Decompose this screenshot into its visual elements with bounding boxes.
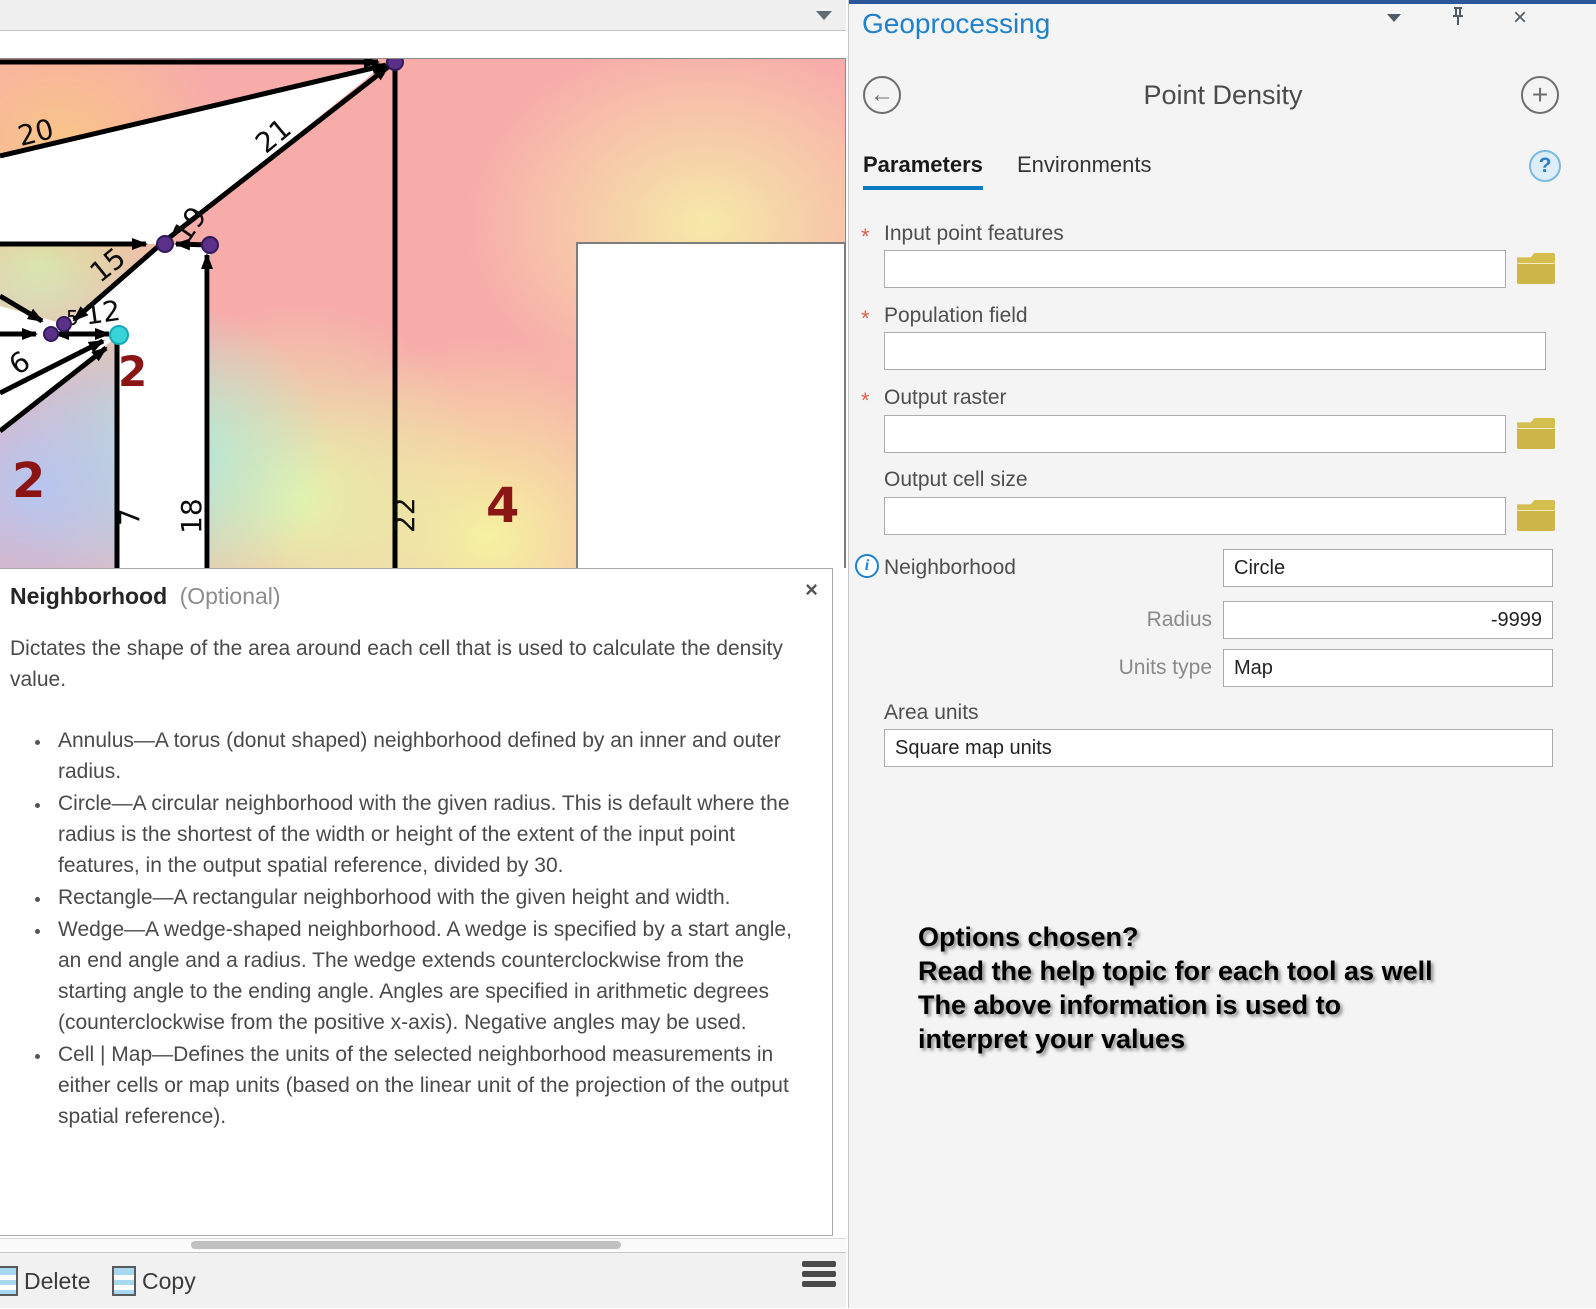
delete-row-icon (0, 1266, 18, 1296)
raster-extent-hole (576, 242, 846, 569)
tool-title: Point Density (1143, 80, 1303, 110)
copy-row-icon (112, 1266, 136, 1296)
population-field-combo[interactable] (884, 332, 1546, 370)
flow-line-21 (159, 65, 390, 246)
flow-line-6b (0, 346, 108, 433)
required-asterisk-icon: * (861, 306, 870, 331)
popup-title-optional: (Optional) (179, 583, 281, 609)
output-raster-input[interactable] (884, 415, 1506, 453)
add-to-model-button[interactable]: + (1521, 76, 1559, 114)
selected-vertex-point (109, 325, 129, 345)
vertex-point (156, 235, 174, 253)
popup-title-row: Neighborhood (Optional) (10, 583, 816, 610)
vertex-points (43, 59, 404, 345)
flow-line-20 (0, 62, 388, 159)
vertex-point (43, 326, 59, 342)
flow-line-upper-left (0, 293, 44, 324)
attributes-footer-bar: Delete Copy (0, 1252, 846, 1308)
info-icon[interactable]: i (855, 554, 879, 578)
copy-button[interactable]: Copy (112, 1253, 196, 1309)
density-value-label: 2 (12, 453, 45, 509)
density-value-label: 2 (118, 347, 147, 396)
neighborhood-options-list: Annulus—A torus (donut shaped) neighborh… (52, 725, 800, 1133)
annotation-note-line: The above information is used to (918, 990, 1342, 1020)
vertex-point (56, 316, 72, 332)
back-button[interactable]: ← (863, 76, 901, 114)
neighborhood-combo[interactable]: Circle (1223, 549, 1553, 587)
map-toolbar (0, 0, 846, 31)
area-units-label: Area units (884, 701, 979, 724)
browse-folder-icon[interactable] (1517, 253, 1555, 284)
close-icon[interactable]: × (1513, 4, 1528, 31)
horizontal-scrollbar[interactable] (0, 1238, 846, 1250)
annotation-note-line: Options chosen? (918, 922, 1139, 952)
vertex-point (386, 59, 404, 71)
browse-folder-icon[interactable] (1517, 500, 1555, 531)
line-label: 12 (83, 294, 123, 332)
required-asterisk-icon: * (861, 388, 870, 413)
neighborhood-label: Neighborhood (884, 556, 1016, 579)
tab-parameters[interactable]: Parameters (863, 152, 983, 190)
neighborhood-option-bullet: Wedge—A wedge-shaped neighborhood. A wed… (52, 914, 800, 1038)
output-raster-label: Output raster (884, 386, 1007, 409)
neighborhood-option-bullet: Annulus—A torus (donut shaped) neighborh… (52, 725, 800, 787)
delete-button-label: Delete (24, 1267, 91, 1294)
tab-environments[interactable]: Environments (1017, 152, 1152, 177)
map-view: 20 21 19 15 12 5 6 7 18 22 2 2 4 (0, 0, 846, 1308)
white-band-region (64, 244, 210, 569)
delete-button[interactable]: Delete (0, 1253, 90, 1309)
parameter-help-popup: Neighborhood (Optional) × Dictates the s… (0, 568, 833, 1236)
panel-caret-icon[interactable] (1387, 14, 1401, 22)
help-icon[interactable]: ? (1529, 150, 1561, 182)
popup-title: Neighborhood (10, 583, 168, 609)
flow-line-15 (72, 242, 163, 322)
density-value-label: 4 (486, 478, 519, 534)
input-point-features-label: Input point features (884, 222, 1064, 245)
popup-description: Dictates the shape of the area around ea… (10, 637, 783, 691)
vertex-point (201, 236, 219, 254)
input-point-features-combo[interactable] (884, 250, 1506, 288)
required-asterisk-icon: * (861, 224, 870, 249)
annotation-note-line: interpret your values (918, 1024, 1186, 1054)
flow-lines (0, 59, 398, 569)
browse-folder-icon[interactable] (1517, 418, 1555, 449)
density-raster-canvas[interactable]: 20 21 19 15 12 5 6 7 18 22 2 2 4 (0, 58, 846, 569)
panel-title: Geoprocessing (862, 8, 1051, 39)
scrollbar-thumb[interactable] (191, 1241, 621, 1249)
output-cell-size-input[interactable] (884, 497, 1506, 535)
map-margin (0, 32, 846, 58)
units-type-combo[interactable]: Map (1223, 649, 1553, 687)
annotation-note-line: Read the help topic for each tool as wel… (918, 956, 1433, 986)
area-units-combo[interactable]: Square map units (884, 729, 1553, 767)
line-label: 22 (388, 497, 421, 533)
line-label: 18 (175, 498, 208, 534)
neighborhood-option-bullet: Rectangle—A rectangular neighborhood wit… (52, 882, 800, 913)
neighborhood-option-bullet: Circle—A circular neighborhood with the … (52, 788, 800, 881)
pin-icon[interactable] (1449, 6, 1467, 34)
map-vector-overlay: 20 21 19 15 12 5 6 7 18 22 2 2 4 (0, 59, 846, 569)
panel-accent-bar (849, 0, 1596, 4)
line-label: 7 (113, 508, 146, 526)
units-type-label: Units type (1118, 656, 1212, 679)
geoprocessing-panel: Geoprocessing × ← Point Density + Parame… (848, 0, 1596, 1308)
annotation-note: Options chosen? Read the help topic for … (918, 920, 1518, 1056)
flow-line-6 (0, 338, 105, 396)
white-wedge-region (0, 63, 386, 244)
radius-label: Radius (1146, 608, 1212, 631)
copy-button-label: Copy (142, 1267, 196, 1294)
population-field-label: Population field (884, 304, 1028, 327)
radius-input[interactable]: -9999 (1223, 601, 1553, 639)
neighborhood-option-bullet: Cell | Map—Defines the units of the sele… (52, 1039, 800, 1132)
close-icon[interactable]: × (805, 577, 818, 602)
menu-icon[interactable] (802, 1261, 836, 1291)
output-cell-size-label: Output cell size (884, 468, 1028, 491)
collapse-caret-icon[interactable] (816, 11, 832, 20)
